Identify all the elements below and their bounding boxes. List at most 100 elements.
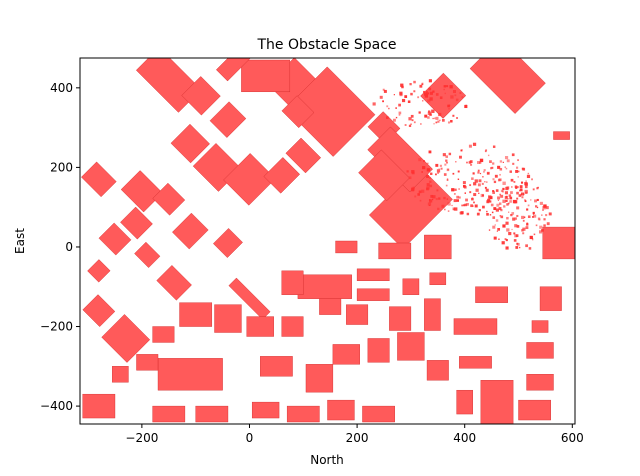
scatter-point — [505, 221, 509, 225]
obstacle-block — [152, 182, 186, 216]
scatter-point — [505, 199, 508, 202]
scatter-point — [451, 188, 455, 192]
scatter-point — [505, 167, 508, 170]
scatter-point — [413, 90, 416, 93]
scatter-point — [406, 170, 409, 173]
scatter-point — [413, 80, 416, 84]
obstacle-block — [281, 95, 315, 129]
scatter-point — [428, 150, 432, 154]
scatter-point — [505, 186, 509, 191]
obstacle-block — [213, 228, 243, 258]
scatter-point — [452, 208, 455, 211]
scatter-point — [423, 90, 426, 93]
obstacle-block — [81, 161, 117, 198]
x-tick-label: 200 — [346, 431, 369, 445]
scatter-point — [437, 120, 440, 123]
scatter-point — [509, 170, 512, 173]
scatter-point — [485, 181, 488, 183]
scatter-point — [410, 114, 414, 118]
scatter-point — [541, 214, 543, 216]
scatter-point — [448, 108, 450, 110]
scatter-point — [502, 161, 504, 163]
scatter-point — [534, 199, 537, 203]
obstacle-block — [281, 316, 304, 337]
scatter-point — [511, 228, 513, 231]
scatter-point — [411, 170, 415, 174]
scatter-point — [504, 156, 509, 160]
scatter-point — [486, 210, 488, 213]
scatter-point — [472, 142, 477, 146]
scatter-point — [478, 209, 481, 212]
obstacle-block — [223, 153, 276, 206]
scatter-point — [427, 116, 430, 119]
scatter-point — [510, 214, 512, 216]
scatter-point — [432, 90, 435, 93]
scatter-point — [459, 155, 462, 159]
scatter-point — [497, 227, 501, 231]
scatter-point — [469, 184, 472, 187]
scatter-point — [429, 91, 433, 95]
scatter-point — [452, 114, 455, 117]
scatter-point — [539, 201, 543, 205]
scatter-point — [526, 208, 529, 211]
scatter-point — [398, 111, 402, 115]
scatter-point — [445, 184, 448, 187]
scatter-point — [478, 179, 482, 183]
scatter-point — [490, 167, 493, 170]
scatter-point — [413, 121, 416, 124]
scatter-point — [446, 198, 449, 200]
scatter-point — [545, 214, 548, 217]
scatter-point — [506, 159, 510, 163]
scatter-point — [400, 83, 404, 87]
scatter-point — [443, 88, 445, 91]
scatter-point — [492, 162, 495, 165]
scatter-point — [426, 168, 431, 172]
scatter-point — [530, 199, 532, 201]
scatter-point — [494, 174, 498, 178]
scatter-point — [529, 235, 533, 240]
scatter-point — [484, 150, 487, 153]
scatter-point — [473, 182, 477, 186]
scatter-point — [489, 214, 492, 216]
scatter-point — [464, 105, 467, 108]
scatter-point — [465, 104, 467, 106]
scatter-point — [502, 199, 506, 203]
scatter-point — [471, 177, 474, 180]
scatter-point — [499, 167, 503, 171]
scatter-point — [435, 197, 438, 201]
scatter-point — [496, 230, 499, 232]
scatter-point — [448, 152, 452, 156]
scatter-point — [469, 191, 472, 194]
scatter-point — [517, 159, 519, 162]
scatter-point — [501, 241, 505, 245]
scatter-point — [432, 195, 436, 199]
obstacle-block — [319, 298, 342, 315]
scatter-point — [509, 196, 513, 200]
obstacle-block — [526, 374, 554, 391]
scatter-point — [486, 200, 490, 204]
scatter-point — [492, 178, 495, 181]
scatter-point — [459, 92, 462, 94]
scatter-point — [510, 178, 514, 182]
scatter-point — [454, 94, 457, 97]
y-tick-label: 0 — [65, 240, 73, 254]
scatter-point — [418, 111, 421, 114]
obstacle-block — [136, 354, 159, 371]
scatter-point — [512, 199, 517, 204]
scatter-point — [458, 196, 461, 199]
scatter-point — [398, 103, 401, 107]
scatter-point — [494, 224, 496, 226]
scatter-point — [548, 212, 552, 216]
scatter-point — [506, 228, 510, 232]
scatter-point — [490, 203, 494, 207]
obstacle-block — [367, 338, 390, 363]
scatter-point — [470, 204, 473, 208]
scatter-point — [499, 215, 502, 217]
scatter-point — [422, 166, 426, 170]
scatter-point — [398, 114, 401, 116]
scatter-point — [445, 155, 449, 158]
scatter-point — [435, 173, 437, 176]
obstacle-block — [241, 59, 291, 93]
scatter-layer — [372, 79, 552, 250]
